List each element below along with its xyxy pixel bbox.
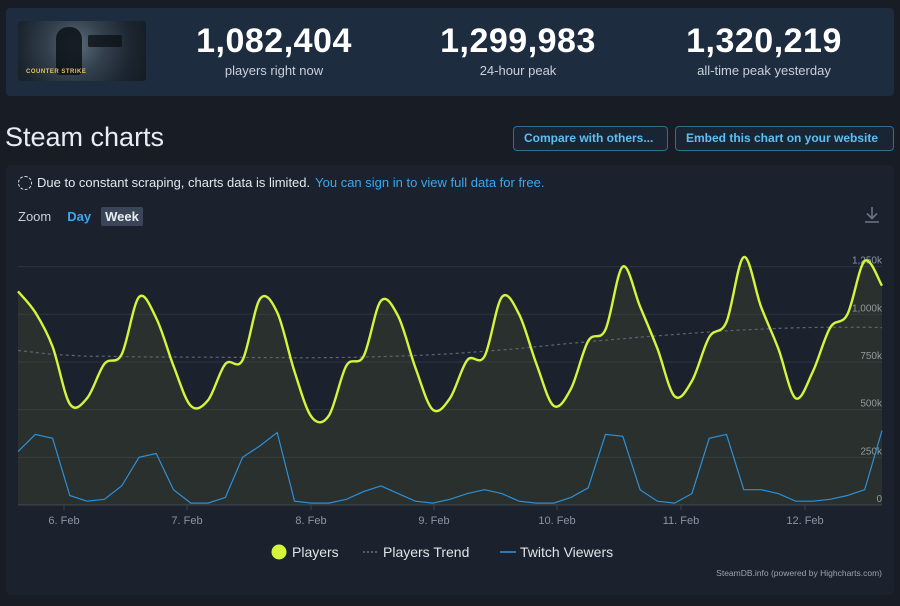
legend-twitch-label: Twitch Viewers	[520, 544, 613, 560]
x-tick-label: 11. Feb	[663, 515, 700, 527]
series-players-trend-line	[17, 326, 883, 359]
download-icon[interactable]	[862, 205, 882, 225]
series-twitch-viewers-line	[17, 430, 883, 504]
stat-all-time-peak: 1,320,219 all-time peak yesterday	[664, 8, 864, 96]
stat-label: players right now	[224, 63, 324, 78]
x-tick-label: 8. Feb	[295, 515, 326, 527]
stats-bar: COUNTER STRIKE 1,082,404 players right n…	[6, 8, 894, 96]
stat-24h-peak: 1,299,983 24-hour peak	[418, 8, 618, 96]
x-tick-label: 9. Feb	[418, 515, 449, 527]
zoom-controls: Zoom Day Week	[18, 207, 143, 226]
stat-value: 1,082,404	[196, 22, 352, 60]
chart-credits: SteamDB.info (powered by Highcharts.com)	[716, 568, 882, 578]
chart-panel: Due to constant scraping, charts data is…	[6, 165, 894, 595]
notice-text: Due to constant scraping, charts data is…	[37, 175, 311, 190]
thumbnail-rifle	[88, 35, 122, 47]
x-tick-label: 12. Feb	[786, 515, 823, 527]
stat-label: 24-hour peak	[479, 63, 557, 78]
compare-button[interactable]: Compare with others...	[513, 126, 668, 151]
loading-circle-icon	[18, 175, 32, 190]
x-tick-label: 7. Feb	[171, 515, 202, 527]
embed-chart-button[interactable]: Embed this chart on your website	[675, 126, 894, 151]
legend-players-marker	[271, 544, 287, 560]
y-tick-label: 750k	[860, 351, 883, 362]
stat-value: 1,320,219	[686, 22, 842, 60]
sign-in-link[interactable]: You can sign in to view full data for fr…	[315, 175, 545, 190]
stat-label: all-time peak yesterday	[697, 63, 831, 78]
y-tick-label: 250k	[860, 446, 883, 457]
y-tick-label: 1,000k	[852, 303, 883, 314]
y-tick-label: 0	[876, 494, 882, 505]
thumbnail-figure	[56, 27, 82, 75]
series-players-line	[17, 255, 884, 424]
y-tick-label: 500k	[860, 399, 883, 410]
data-limit-notice: Due to constant scraping, charts data is…	[18, 175, 544, 190]
page-title: Steam charts	[5, 122, 165, 152]
x-tick-label: 10. Feb	[538, 515, 575, 527]
game-logo-text: COUNTER STRIKE	[26, 69, 87, 75]
zoom-day-button[interactable]: Day	[67, 209, 92, 224]
zoom-week-button[interactable]: Week	[101, 207, 143, 226]
legend-players-label: Players	[292, 544, 339, 560]
game-thumbnail[interactable]: COUNTER STRIKE	[18, 21, 146, 81]
legend-trend-label: Players Trend	[383, 544, 469, 560]
players-area	[18, 256, 882, 505]
stat-players-now: 1,082,404 players right now	[174, 8, 374, 96]
stat-value: 1,299,983	[440, 22, 596, 60]
zoom-label: Zoom	[18, 209, 52, 224]
x-tick-label: 6. Feb	[48, 515, 79, 527]
